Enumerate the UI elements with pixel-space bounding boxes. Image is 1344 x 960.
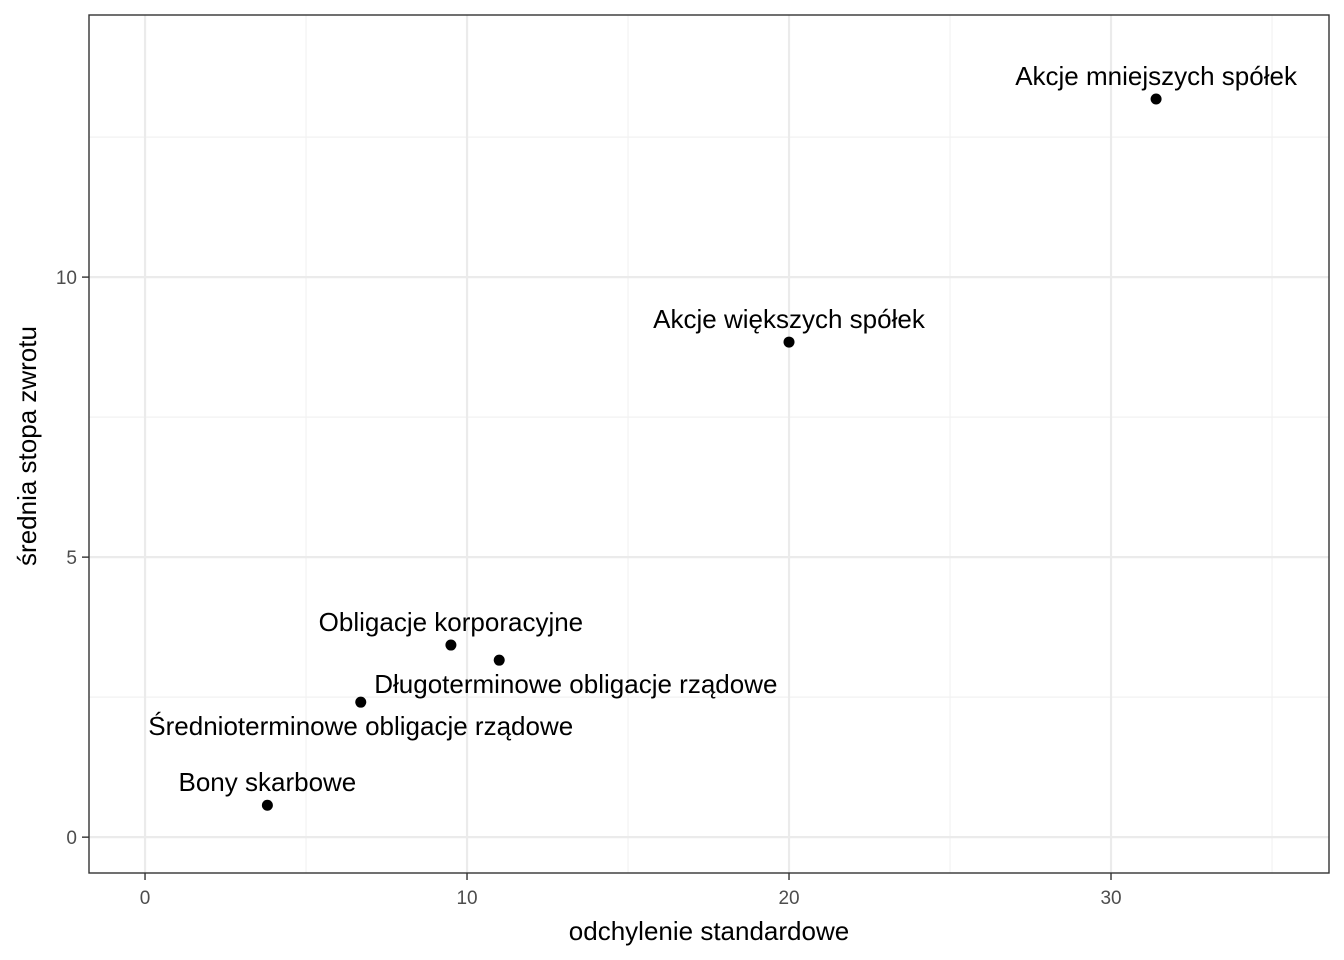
x-tick-label: 30 bbox=[1100, 888, 1121, 909]
data-point bbox=[261, 799, 273, 811]
data-point bbox=[355, 696, 367, 708]
data-points bbox=[261, 93, 1162, 811]
point-label: Średnioterminowe obligacje rządowe bbox=[148, 711, 573, 741]
grid-minor bbox=[89, 15, 1329, 873]
point-label: Akcje mniejszych spółek bbox=[1015, 61, 1298, 91]
point-label: Bony skarbowe bbox=[179, 767, 357, 797]
x-tick-label: 20 bbox=[778, 888, 799, 909]
y-axis: 0 5 10 bbox=[56, 268, 89, 849]
plot-panel bbox=[89, 15, 1329, 873]
grid-major bbox=[89, 15, 1329, 873]
panel-border bbox=[88, 14, 1330, 874]
point-label: Długoterminowe obligacje rządowe bbox=[374, 669, 777, 699]
x-tick-label: 0 bbox=[140, 888, 151, 909]
data-point bbox=[445, 639, 457, 651]
point-labels: Bony skarbowe Średnioterminowe obligacje … bbox=[148, 61, 1298, 797]
y-tick-label: 10 bbox=[56, 268, 77, 289]
point-label: Akcje większych spółek bbox=[653, 304, 926, 334]
point-label: Obligacje korporacyjne bbox=[319, 607, 583, 637]
data-point bbox=[783, 336, 795, 348]
y-tick-label: 5 bbox=[66, 548, 77, 569]
x-axis-title: odchylenie standardowe bbox=[569, 916, 849, 946]
x-tick-label: 10 bbox=[456, 888, 477, 909]
y-tick-label: 0 bbox=[66, 828, 77, 849]
data-point bbox=[493, 654, 505, 666]
data-point bbox=[1150, 93, 1162, 105]
x-axis: 0 10 20 30 bbox=[140, 873, 1122, 909]
y-axis-title: średnia stopa zwrotu bbox=[12, 326, 42, 566]
